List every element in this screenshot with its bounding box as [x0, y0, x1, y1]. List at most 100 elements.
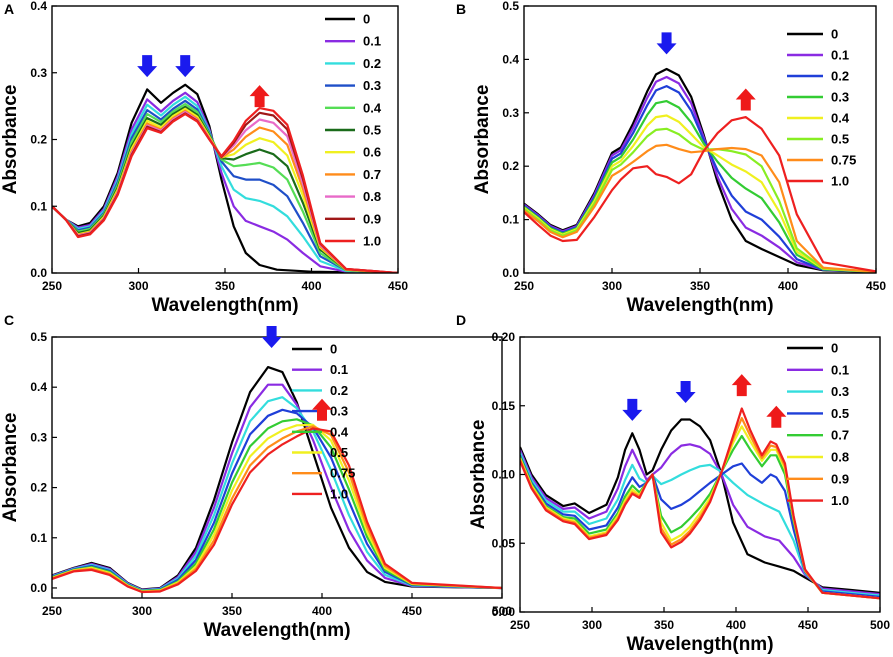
panel-b: B 250 300 350 400 450 0.0 0.1 0.2 0.3 0.4 0.5 Wavele… [456, 0, 886, 316]
y-tick-label: 0.1 [30, 199, 47, 213]
series-line-1_0 [52, 427, 502, 594]
x-axis-title: Wavelength(nm) [626, 295, 773, 316]
series-line-0_7 [520, 434, 880, 600]
y-tick-label: 0.20 [492, 330, 516, 344]
y-tick-label: 0.1 [30, 531, 47, 545]
x-tick-label: 400 [726, 618, 746, 632]
legend: 0 0.1 0.2 0.3 0.4 0.5 0.75 1.0 [292, 342, 355, 501]
x-tick-label: 350 [222, 604, 242, 618]
x-tick-label: 450 [388, 279, 408, 293]
series-line-0 [520, 418, 880, 594]
legend-label: 0 [363, 12, 370, 27]
x-tick-label: 350 [215, 279, 235, 293]
y-tick-label: 0.05 [492, 536, 516, 550]
y-tick-label: 0.0 [30, 581, 47, 595]
series-line-1_0 [524, 116, 876, 273]
x-tick-label: 400 [312, 604, 332, 618]
series-line-1_0 [52, 107, 398, 273]
y-tick-label: 0.4 [30, 0, 47, 13]
legend-label: 0 [831, 27, 838, 42]
x-axis-title: Wavelength(nm) [203, 620, 350, 641]
series-lines [52, 83, 398, 273]
series-line-0_75 [52, 425, 502, 594]
legend-label: 0.9 [363, 211, 381, 226]
panel-c: C 250 300 350 400 450 500 0.0 0.1 0.2 0.3 0.4 0.5 Wav… [0, 312, 512, 641]
series-line-0 [52, 83, 398, 273]
x-tick-label: 500 [492, 604, 512, 618]
arrow-up-icon [766, 405, 787, 428]
x-tick-label: 250 [42, 604, 62, 618]
series-line-0_3 [52, 99, 398, 273]
legend-label: 0.6 [363, 145, 381, 160]
y-tick-label: 0.3 [30, 66, 47, 80]
y-tick-label: 0.10 [492, 468, 516, 482]
y-tick-label: 0.5 [30, 330, 47, 344]
y-axis-title: Absorbance [468, 420, 489, 530]
arrow-up-icon [312, 398, 332, 421]
series-line-0_1 [52, 383, 502, 592]
legend-label: 0 [831, 341, 838, 356]
y-axis-title: Absorbance [472, 85, 493, 195]
panel-label: D [456, 312, 466, 328]
legend-label: 1.0 [831, 493, 849, 508]
legend-label: 0.5 [330, 445, 348, 460]
series-line-0_1 [524, 75, 876, 273]
legend-label: 0.4 [363, 100, 382, 115]
legend-label: 0.7 [831, 428, 849, 443]
x-tick-label: 400 [301, 279, 321, 293]
plot-frame [51, 336, 503, 599]
y-tick-label: 0.2 [502, 159, 519, 173]
series-line-0_5 [524, 127, 876, 273]
series-line-0_8 [520, 425, 880, 600]
x-tick-label: 400 [778, 279, 798, 293]
arrow-down-icon [137, 55, 158, 78]
legend-label: 1.0 [831, 174, 849, 189]
series-line-1_0 [520, 407, 880, 600]
x-tick-label: 300 [582, 618, 602, 632]
legend-label: 0.75 [831, 153, 856, 168]
y-axis-title: Absorbance [0, 413, 21, 523]
legend-label: 0.3 [831, 384, 849, 399]
y-tick-label: 0.2 [30, 481, 47, 495]
y-tick-label: 0.3 [502, 106, 519, 120]
plot-frame [51, 5, 399, 274]
series-line-0_3 [520, 452, 880, 597]
legend-label: 0.1 [831, 362, 849, 377]
legend-label: 0.3 [363, 78, 381, 93]
legend-label: 0.4 [330, 424, 349, 439]
x-axis-title: Wavelength(nm) [626, 634, 773, 655]
arrow-up-icon [249, 85, 270, 108]
legend-label: 1.0 [330, 486, 348, 501]
legend-label: 0.2 [831, 69, 849, 84]
legend-label: 0.5 [831, 406, 849, 421]
series-line-0_75 [524, 143, 876, 273]
arrow-down-icon [175, 55, 196, 78]
legend-label: 0.3 [831, 90, 849, 105]
y-tick-label: 0.1 [502, 213, 519, 227]
y-tick-label: 0.00 [492, 605, 516, 619]
series-lines [520, 407, 880, 600]
y-tick-label: 0.0 [502, 266, 519, 280]
legend-label: 0.8 [831, 450, 849, 465]
series-line-0_9 [520, 417, 880, 600]
series-line-0_5 [52, 423, 502, 593]
panel-label: C [4, 312, 14, 328]
legend-label: 0.75 [330, 466, 355, 481]
legend-label: 0.7 [363, 167, 381, 182]
arrow-up-icon [735, 88, 756, 111]
x-tick-label: 500 [870, 618, 890, 632]
arrow-up-icon [731, 374, 752, 397]
y-tick-label: 0.3 [30, 430, 47, 444]
y-tick-label: 0.2 [30, 133, 47, 147]
x-tick-label: 300 [128, 279, 148, 293]
legend-label: 0.2 [363, 56, 381, 71]
legend-label: 0.1 [363, 34, 381, 49]
x-tick-label: 300 [602, 279, 622, 293]
x-tick-label: 450 [866, 279, 886, 293]
legend-label: 0.2 [330, 383, 348, 398]
arrow-down-icon [261, 326, 282, 348]
series-line-0_2 [524, 85, 876, 273]
plot-frame [519, 336, 881, 613]
